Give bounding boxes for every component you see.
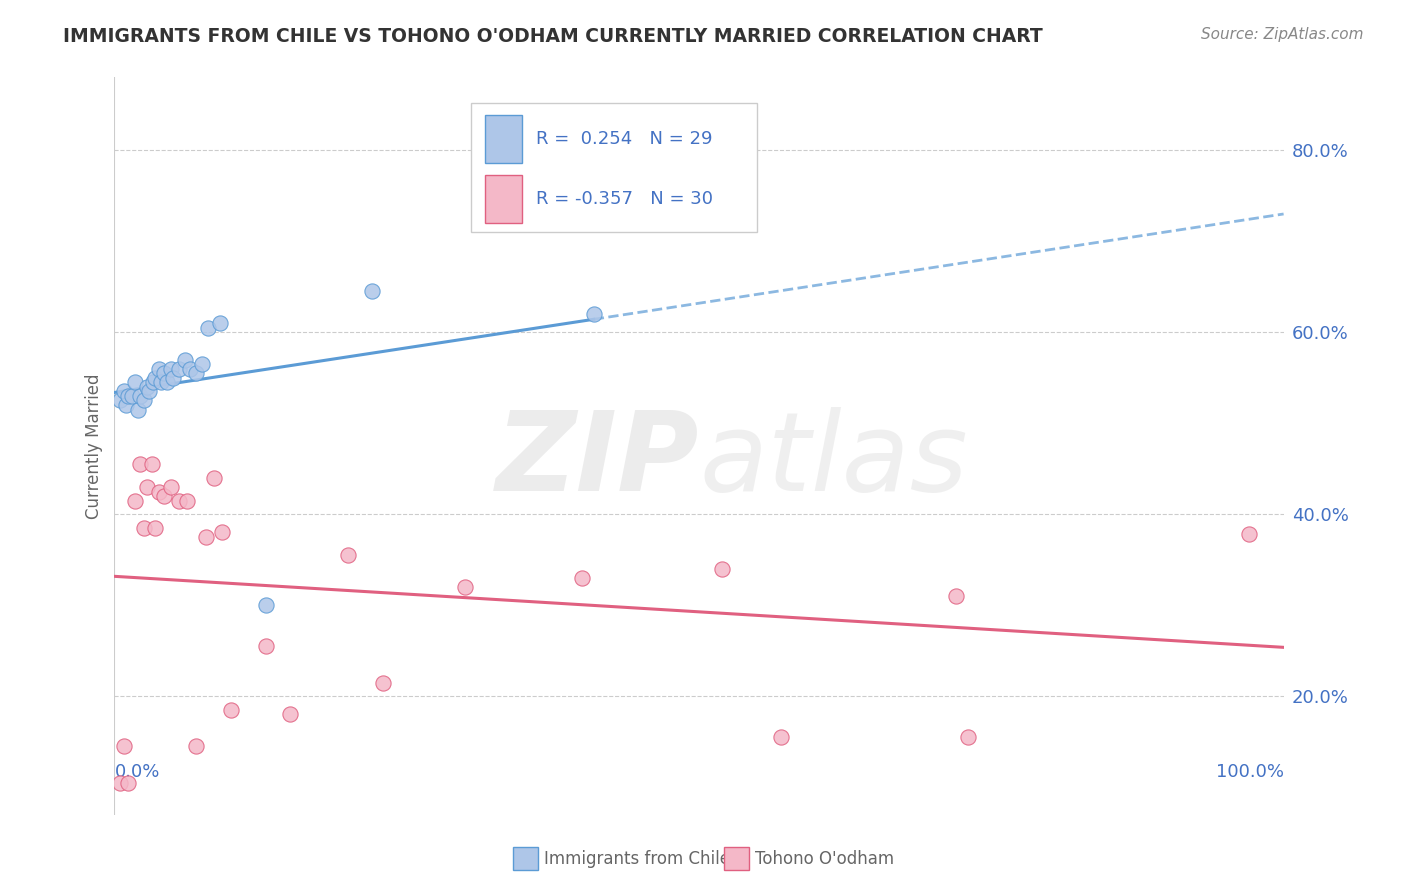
Point — [360, 285, 382, 299]
Text: ZIP: ZIP — [495, 408, 699, 515]
Point — [152, 366, 174, 380]
Point — [138, 384, 160, 399]
Text: IMMIGRANTS FROM CHILE VS TOHONO O'ODHAM CURRENTLY MARRIED CORRELATION CHART: IMMIGRANTS FROM CHILE VS TOHONO O'ODHAM … — [63, 27, 1043, 45]
Point — [142, 376, 165, 390]
FancyBboxPatch shape — [485, 175, 523, 223]
Point — [159, 361, 181, 376]
Point — [117, 775, 139, 789]
Point — [127, 402, 149, 417]
FancyBboxPatch shape — [471, 103, 758, 232]
Point — [112, 384, 135, 399]
Point — [167, 493, 190, 508]
Point — [110, 393, 132, 408]
Point — [1237, 527, 1260, 541]
Point — [711, 562, 734, 576]
Point — [278, 707, 301, 722]
Point — [136, 380, 159, 394]
Point — [152, 489, 174, 503]
Point — [186, 739, 208, 754]
Point — [121, 389, 143, 403]
Text: Tohono O'odham: Tohono O'odham — [755, 850, 894, 868]
Text: R =  0.254   N = 29: R = 0.254 N = 29 — [537, 129, 713, 147]
Point — [150, 376, 173, 390]
Text: atlas: atlas — [699, 408, 967, 515]
Point — [337, 548, 360, 562]
Point — [143, 370, 166, 384]
Text: 0.0%: 0.0% — [114, 763, 160, 781]
Point — [156, 376, 179, 390]
Text: 100.0%: 100.0% — [1216, 763, 1284, 781]
Point — [141, 457, 163, 471]
Point — [176, 493, 198, 508]
Point — [254, 599, 277, 613]
Point — [148, 484, 170, 499]
Point — [117, 389, 139, 403]
Point — [162, 370, 184, 384]
Point — [208, 316, 231, 330]
Point — [179, 361, 201, 376]
Point — [110, 775, 132, 789]
Point — [124, 376, 146, 390]
Text: Immigrants from Chile: Immigrants from Chile — [544, 850, 730, 868]
Point — [221, 703, 243, 717]
Point — [956, 730, 979, 744]
Point — [173, 352, 195, 367]
Point — [769, 730, 792, 744]
Point — [132, 521, 155, 535]
FancyBboxPatch shape — [485, 115, 523, 162]
Point — [582, 307, 605, 321]
Point — [129, 457, 152, 471]
Point — [159, 480, 181, 494]
Point — [202, 471, 225, 485]
Point — [132, 393, 155, 408]
Point — [945, 589, 967, 603]
Point — [211, 525, 233, 540]
Point — [373, 675, 395, 690]
Point — [454, 580, 477, 594]
Point — [136, 480, 159, 494]
Point — [115, 398, 138, 412]
Point — [167, 361, 190, 376]
Point — [194, 530, 217, 544]
Point — [148, 361, 170, 376]
Point — [143, 521, 166, 535]
Point — [186, 366, 208, 380]
Y-axis label: Currently Married: Currently Married — [86, 373, 103, 519]
Point — [571, 571, 593, 585]
Point — [197, 320, 219, 334]
Text: R = -0.357   N = 30: R = -0.357 N = 30 — [537, 190, 713, 208]
Text: Source: ZipAtlas.com: Source: ZipAtlas.com — [1201, 27, 1364, 42]
Point — [112, 739, 135, 754]
Point — [191, 357, 214, 371]
Point — [124, 493, 146, 508]
Point — [129, 389, 152, 403]
Point — [254, 639, 277, 653]
